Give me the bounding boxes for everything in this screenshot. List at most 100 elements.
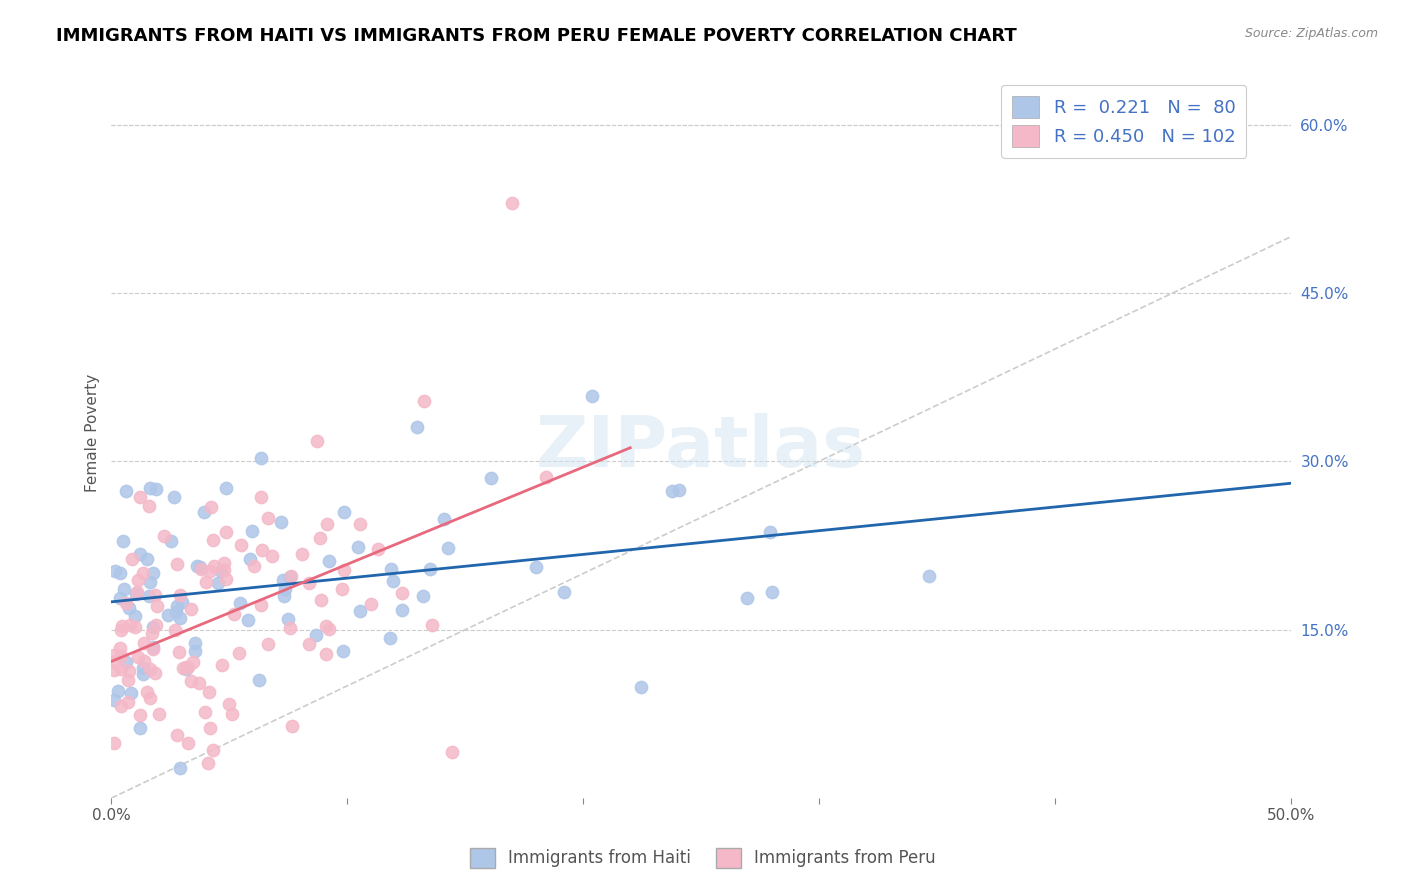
Point — [115, 655, 138, 669]
Point — [166, 599, 188, 614]
Point — [177, 736, 200, 750]
Point — [260, 549, 283, 563]
Point — [918, 569, 941, 583]
Point — [176, 660, 198, 674]
Point — [198, 685, 221, 699]
Point — [195, 574, 218, 589]
Point — [177, 660, 200, 674]
Point — [172, 661, 194, 675]
Point — [479, 470, 502, 484]
Point — [110, 648, 132, 663]
Point — [332, 505, 354, 519]
Point — [103, 655, 125, 669]
Point — [501, 196, 523, 211]
Point — [129, 548, 152, 562]
Point — [221, 706, 243, 721]
Point — [274, 582, 297, 596]
Point — [346, 540, 368, 554]
Point — [142, 620, 165, 634]
Point — [277, 612, 299, 626]
Point — [136, 684, 159, 698]
Point — [153, 529, 176, 543]
Point — [256, 511, 278, 525]
Point — [307, 434, 329, 448]
Point — [737, 591, 759, 605]
Point — [367, 541, 389, 556]
Point — [127, 573, 149, 587]
Point — [139, 690, 162, 705]
Point — [139, 663, 162, 677]
Point — [180, 673, 202, 688]
Point — [142, 566, 165, 580]
Point — [117, 673, 139, 687]
Point — [200, 500, 222, 514]
Point — [305, 628, 328, 642]
Point — [211, 658, 233, 673]
Point — [661, 483, 683, 498]
Point — [278, 570, 301, 584]
Point — [138, 589, 160, 603]
Point — [165, 624, 187, 638]
Point — [291, 547, 314, 561]
Point — [391, 603, 413, 617]
Point — [668, 483, 690, 497]
Point — [118, 600, 141, 615]
Point — [378, 631, 401, 645]
Point — [129, 707, 152, 722]
Legend: R =  0.221   N =  80, R = 0.450   N = 102: R = 0.221 N = 80, R = 0.450 N = 102 — [1001, 85, 1246, 158]
Point — [138, 481, 160, 495]
Point — [229, 537, 252, 551]
Point — [139, 574, 162, 589]
Point — [103, 648, 125, 662]
Point — [332, 644, 354, 658]
Point — [215, 572, 238, 586]
Point — [316, 516, 339, 531]
Point — [183, 644, 205, 658]
Point — [236, 613, 259, 627]
Point — [142, 641, 165, 656]
Point — [120, 686, 142, 700]
Point — [311, 593, 333, 607]
Point — [135, 552, 157, 566]
Point — [128, 721, 150, 735]
Point — [419, 562, 441, 576]
Point — [553, 585, 575, 599]
Point — [243, 559, 266, 574]
Point — [214, 524, 236, 539]
Point — [180, 602, 202, 616]
Point — [273, 589, 295, 603]
Point — [420, 617, 443, 632]
Point — [188, 560, 211, 574]
Point — [761, 585, 783, 599]
Point — [380, 562, 402, 576]
Point — [107, 684, 129, 698]
Point — [193, 505, 215, 519]
Point — [215, 481, 238, 495]
Point — [433, 512, 456, 526]
Point — [162, 490, 184, 504]
Point — [212, 563, 235, 577]
Point — [271, 573, 294, 587]
Point — [249, 451, 271, 466]
Point — [131, 566, 153, 581]
Point — [156, 608, 179, 623]
Point — [229, 596, 252, 610]
Point — [125, 587, 148, 601]
Point — [250, 598, 273, 612]
Point — [110, 618, 132, 632]
Point — [190, 561, 212, 575]
Point — [197, 756, 219, 770]
Point — [134, 636, 156, 650]
Point — [132, 667, 155, 681]
Point — [110, 662, 132, 676]
Point — [298, 637, 321, 651]
Point — [218, 697, 240, 711]
Point — [280, 569, 302, 583]
Point — [103, 663, 125, 677]
Point — [165, 605, 187, 619]
Point — [315, 647, 337, 661]
Point — [111, 533, 134, 548]
Point — [145, 617, 167, 632]
Legend: Immigrants from Haiti, Immigrants from Peru: Immigrants from Haiti, Immigrants from P… — [463, 841, 943, 875]
Point — [186, 558, 208, 573]
